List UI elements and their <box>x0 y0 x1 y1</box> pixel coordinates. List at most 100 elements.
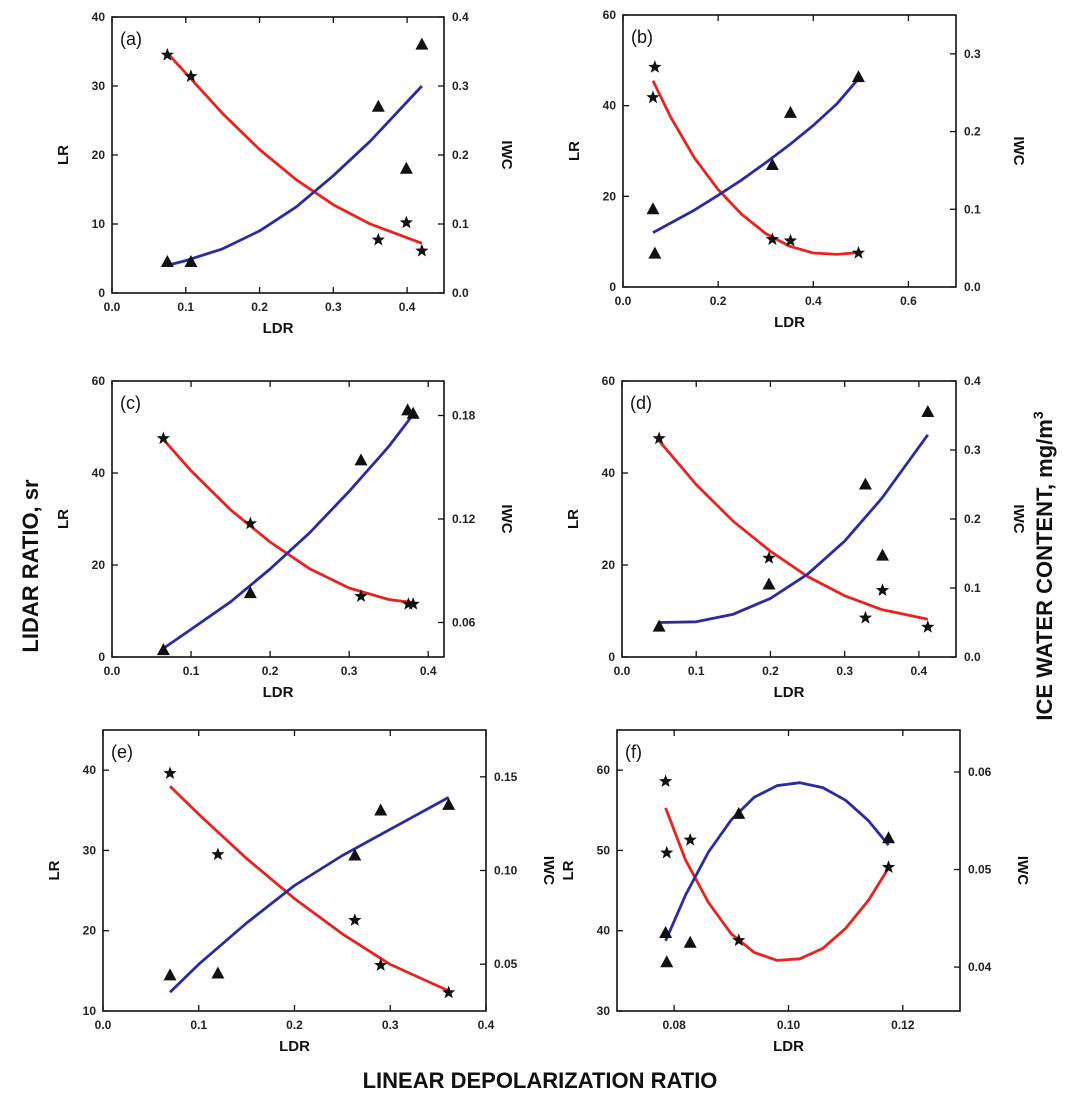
y-tick-label: 60 <box>92 374 106 388</box>
x-tick-label: 0.2 <box>286 1018 303 1032</box>
y-axis-label: LR <box>565 509 582 529</box>
iwc-data-point-triangle <box>156 643 170 656</box>
x-axis-label: LDR <box>773 1038 804 1055</box>
chart-panel-2: 0.0 0.1 0.2 0.3 0.4 0 20 40 60 0.06 0.12 0.18 LDR LR I… <box>55 374 515 701</box>
y2-axis-label: IWC <box>540 856 557 885</box>
y-axis-label: LR <box>46 860 63 880</box>
y2-tick-label: 0.0 <box>452 286 469 300</box>
y2-tick-label: 0.3 <box>452 79 469 93</box>
iwc-data-point-triangle <box>184 254 198 267</box>
y-tick-label: 60 <box>602 374 616 388</box>
x-tick-label: 0.4 <box>805 294 822 308</box>
lr-fit-curve <box>658 439 929 621</box>
lr-data-point-star <box>442 985 456 999</box>
plot-frame <box>102 729 487 1012</box>
x-tick-label: 0.10 <box>777 1018 801 1032</box>
y-tick-label: 20 <box>92 558 106 572</box>
x-tick-label: 0.0 <box>104 300 121 314</box>
y2-tick-label: 0.06 <box>452 616 476 630</box>
iwc-data-point-triangle <box>399 161 413 174</box>
y2-tick-label: 0.0 <box>964 650 981 664</box>
lr-fit-curve <box>169 785 450 993</box>
panel-label: (a) <box>120 29 142 49</box>
y-tick-label: 40 <box>602 466 616 480</box>
plot-frame <box>622 14 957 288</box>
lr-data-point-star <box>406 597 420 610</box>
iwc-data-point-triangle <box>243 586 257 599</box>
panel-label: (d) <box>630 393 652 413</box>
lr-data-point-star <box>160 47 174 61</box>
iwc-data-point-triangle <box>683 935 697 948</box>
x-tick-label: 0.12 <box>891 1018 915 1032</box>
lr-data-point-star <box>732 933 746 946</box>
y-tick-label: 30 <box>597 1004 611 1018</box>
iwc-data-point-triangle <box>354 453 368 466</box>
lr-data-point-star <box>354 589 368 602</box>
y2-tick-label: 0.4 <box>452 10 469 24</box>
x-tick-label: 0.3 <box>382 1018 399 1032</box>
y2-tick-label: 0.1 <box>964 581 981 595</box>
lr-data-point-star <box>399 215 413 229</box>
lr-data-point-star <box>243 516 257 530</box>
iwc-data-point-triangle <box>648 246 662 259</box>
y2-tick-label: 0.15 <box>494 770 518 784</box>
lr-data-point-star <box>646 90 660 104</box>
iwc-data-point-triangle <box>211 966 225 979</box>
y2-axis-label: IWC <box>1014 856 1031 885</box>
x-axis-label: LDR <box>279 1038 310 1055</box>
lr-data-point-star <box>211 847 225 861</box>
lr-data-point-star <box>683 833 697 846</box>
lr-data-point-star <box>881 860 896 873</box>
iwc-data-point-triangle <box>783 105 797 118</box>
lr-data-point-star <box>648 60 662 73</box>
lr-data-point-star <box>921 620 935 633</box>
plot-frame <box>111 380 445 658</box>
lr-data-point-star <box>660 845 674 859</box>
iwc-data-point-triangle <box>858 477 872 490</box>
y2-tick-label: 0.04 <box>968 960 992 974</box>
lr-fit-curve <box>162 438 414 605</box>
y2-axis-label: IWC <box>498 504 515 533</box>
iwc-data-point-triangle <box>348 848 362 861</box>
y2-axis-label: IWC <box>498 140 515 169</box>
x-tick-label: 0.6 <box>900 294 917 308</box>
iwc-data-point-triangle <box>442 797 456 810</box>
lr-data-point-star <box>163 766 177 779</box>
x-tick-label: 0.0 <box>95 1018 112 1032</box>
x-axis-label: LDR <box>774 314 805 331</box>
x-tick-label: 0.4 <box>420 664 437 678</box>
iwc-fit-curve <box>664 781 890 942</box>
right-figure-title: ICE WATER CONTENT, mg/m3 <box>1030 411 1057 721</box>
y-tick-label: 30 <box>92 79 106 93</box>
y-axis-label: LR <box>566 141 583 161</box>
iwc-data-point-triangle <box>160 254 174 267</box>
y2-tick-label: 0.06 <box>968 765 992 779</box>
y2-tick-label: 0.05 <box>494 957 518 971</box>
y-tick-label: 40 <box>597 924 611 938</box>
y-axis-label: LR <box>560 860 577 880</box>
iwc-data-point-triangle <box>660 955 674 968</box>
lr-data-point-star <box>783 233 798 247</box>
panel-label: (f) <box>625 742 642 762</box>
y-tick-label: 20 <box>602 558 616 572</box>
lr-data-point-star <box>415 243 429 257</box>
y-tick-label: 40 <box>92 466 106 480</box>
y-tick-label: 30 <box>83 843 97 857</box>
lr-fit-curve <box>166 51 423 245</box>
lr-data-point-star <box>762 551 776 564</box>
lr-fit-curve <box>651 80 859 256</box>
x-tick-label: 0.08 <box>662 1018 686 1032</box>
iwc-data-point-triangle <box>851 70 865 83</box>
y2-tick-label: 0.18 <box>452 409 476 423</box>
y-tick-label: 10 <box>83 1004 97 1018</box>
left-figure-title: LIDAR RATIO, sr <box>18 479 43 653</box>
y2-tick-label: 0.0 <box>964 280 981 294</box>
bottom-figure-title: LINEAR DEPOLARIZATION RATIO <box>363 1068 718 1093</box>
right-figure-title-text: ICE WATER CONTENT, mg/m <box>1032 419 1057 721</box>
x-tick-label: 0.3 <box>325 300 342 314</box>
chart-panel-5: 0.08 0.10 0.12 30 40 50 60 0.04 0.05 0.06 LDR LR IWC… <box>560 729 1031 1055</box>
y2-tick-label: 0.2 <box>964 125 981 139</box>
lr-data-point-star <box>858 610 873 624</box>
iwc-data-point-triangle <box>882 831 896 844</box>
